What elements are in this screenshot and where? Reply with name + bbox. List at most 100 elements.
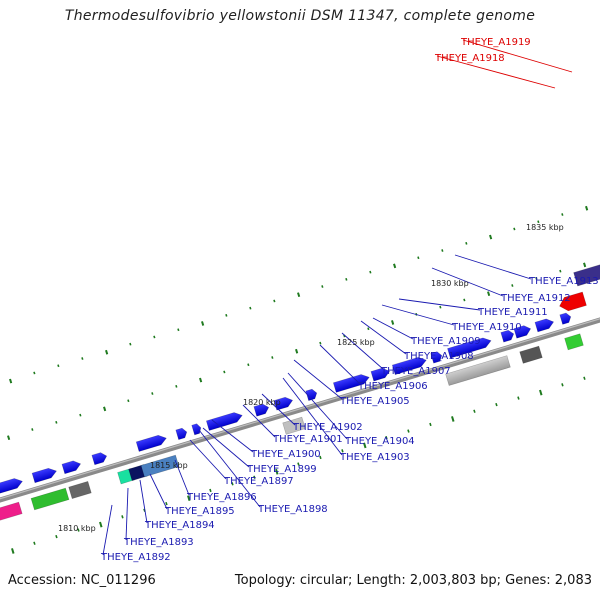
gene-label[interactable]: THEYE_A1918 [434, 53, 505, 64]
tick-mark [79, 413, 82, 417]
gene-label[interactable]: THEYE_A1904 [344, 436, 415, 447]
forward-gene-5 [135, 434, 167, 452]
tick-mark [561, 383, 564, 387]
gene-label[interactable]: THEYE_A1892 [100, 552, 171, 563]
gene-label[interactable]: THEYE_A1906 [357, 381, 428, 392]
tick-mark [99, 521, 103, 528]
leader-line [360, 320, 407, 355]
reverse-gene-3 [68, 481, 92, 499]
gene-labels: THEYE_A1892 THEYE_A1893 THEYE_A1894 THEYE_A… [100, 37, 599, 563]
forward-gene-10-shape [273, 396, 294, 411]
forward-gene-11 [305, 388, 318, 401]
leader-line [431, 267, 504, 297]
forward-gene-8 [205, 412, 243, 431]
reverse-gene-8-shape [445, 355, 511, 386]
tick-mark [271, 356, 274, 359]
forward-gene-7-shape [191, 423, 202, 436]
tick-mark [57, 364, 60, 368]
forward-gene-9-shape [253, 403, 270, 417]
gene-label[interactable]: THEYE_A1905 [339, 396, 410, 407]
gene-label[interactable]: THEYE_A1903 [339, 452, 410, 463]
gene-label[interactable]: THEYE_A1896 [186, 492, 257, 503]
tick-mark [225, 313, 228, 317]
leader-line [293, 359, 343, 400]
tick-mark [209, 488, 212, 493]
gene-label[interactable]: THEYE_A1894 [144, 520, 215, 531]
gene-label[interactable]: THEYE_A1913 [528, 276, 599, 287]
forward-gene-16-shape [447, 337, 492, 359]
forward-gene-10 [273, 396, 294, 411]
tick-mark [127, 399, 130, 403]
reverse-gene-9 [519, 345, 543, 364]
tick-mark [429, 422, 432, 427]
gene-label[interactable]: THEYE_A1898 [257, 504, 328, 515]
forward-gene-4-shape [91, 452, 108, 466]
tick-mark [539, 389, 543, 396]
forward-gene-5-shape [135, 434, 167, 452]
leader-line [189, 439, 227, 480]
gene-label[interactable]: THEYE_A1919 [460, 37, 531, 48]
tick-mark [121, 515, 124, 519]
forward-gene-1-shape [0, 478, 23, 494]
highlight-gene-purple [573, 263, 600, 287]
tick-mark [247, 363, 250, 367]
genome-backbone-highlight [0, 318, 600, 500]
tick-mark [511, 284, 514, 287]
gene-label[interactable]: THEYE_A1899 [246, 464, 317, 475]
gene-label[interactable]: THEYE_A1893 [123, 537, 194, 548]
tick-mark [487, 291, 491, 297]
gene-label[interactable]: THEYE_A1912 [500, 293, 571, 304]
gene-label[interactable]: THEYE_A1911 [477, 307, 548, 318]
tick-mark [583, 262, 587, 268]
tick-mark [175, 384, 178, 388]
tick-mark [319, 341, 322, 345]
forward-gene-19 [534, 318, 555, 333]
tick-mark [297, 462, 300, 466]
highlight-gene-purple-shape [573, 263, 600, 287]
forward-gene-16 [447, 337, 492, 359]
tick-mark [535, 276, 538, 280]
reverse-gene-2-shape [30, 487, 70, 511]
tick-mark [393, 263, 397, 269]
tick-mark [473, 409, 476, 413]
gene-label[interactable]: THEYE_A1910 [451, 322, 522, 333]
gene-label[interactable]: THEYE_A1907 [380, 366, 451, 377]
gene-label[interactable]: THEYE_A1900 [250, 449, 321, 460]
forward-gene-6-shape [175, 427, 188, 440]
tick-mark [559, 269, 562, 273]
gene-label[interactable]: THEYE_A1909 [410, 336, 481, 347]
tick-mark [439, 305, 442, 309]
reverse-gene-1-shape [0, 501, 23, 522]
tick-mark [153, 335, 156, 339]
leader-line [436, 55, 556, 89]
accession-text: Accession: NC_011296 [8, 573, 156, 588]
leader-line [149, 473, 168, 510]
forward-gene-4 [91, 452, 108, 466]
scale-label: 1825 kbp [337, 338, 375, 347]
forward-gene-12 [332, 374, 370, 393]
forward-gene-1 [0, 478, 23, 494]
gene-label[interactable]: THEYE_A1895 [164, 506, 235, 517]
gene-label[interactable]: THEYE_A1902 [292, 422, 363, 433]
tick-mark [585, 205, 589, 211]
forward-gene-14-shape [391, 357, 427, 376]
forward-gene-7 [191, 423, 202, 436]
gene-label[interactable]: THEYE_A1908 [403, 351, 474, 362]
tick-mark [11, 548, 15, 554]
gene-label[interactable]: THEYE_A1897 [223, 476, 294, 487]
tick-mark [465, 241, 468, 245]
tick-mark [81, 357, 84, 360]
leader-line [198, 429, 261, 508]
leader-line [341, 332, 384, 370]
gene-label[interactable]: THEYE_A1901 [272, 434, 343, 445]
tick-mark [367, 327, 370, 331]
leader-line [372, 317, 414, 340]
tick-mark [451, 416, 455, 422]
forward-gene-17 [500, 329, 515, 343]
tick-mark [231, 482, 234, 486]
scale-label: 1815 kbp [150, 461, 188, 470]
tick-mark [561, 213, 564, 216]
tick-mark [201, 321, 205, 326]
tick-mark [345, 277, 348, 281]
